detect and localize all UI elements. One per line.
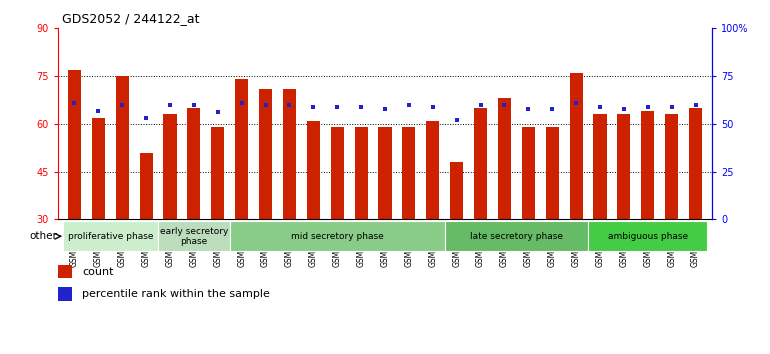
- Bar: [211, 127, 224, 219]
- Text: other: other: [29, 231, 57, 241]
- Bar: [498, 98, 511, 219]
- Text: ambiguous phase: ambiguous phase: [608, 232, 688, 241]
- Bar: [163, 114, 176, 219]
- Text: count: count: [82, 267, 113, 276]
- Bar: [665, 114, 678, 219]
- Bar: [402, 127, 416, 219]
- Bar: [427, 121, 440, 219]
- Bar: [474, 108, 487, 219]
- Bar: [354, 127, 368, 219]
- Bar: [259, 89, 272, 219]
- Bar: [283, 89, 296, 219]
- Bar: [522, 127, 535, 219]
- Bar: [58, 287, 72, 301]
- Text: late secretory phase: late secretory phase: [470, 232, 563, 241]
- Bar: [330, 127, 343, 219]
- Bar: [689, 108, 702, 219]
- Bar: [187, 108, 200, 219]
- Bar: [450, 162, 464, 219]
- Text: percentile rank within the sample: percentile rank within the sample: [82, 289, 270, 299]
- Bar: [594, 114, 607, 219]
- Bar: [306, 121, 320, 219]
- Text: mid secretory phase: mid secretory phase: [291, 232, 383, 241]
- Bar: [139, 153, 152, 219]
- Bar: [570, 73, 583, 219]
- Bar: [588, 221, 708, 251]
- Text: GDS2052 / 244122_at: GDS2052 / 244122_at: [62, 12, 199, 25]
- Bar: [641, 111, 654, 219]
- Bar: [229, 221, 445, 251]
- Text: proliferative phase: proliferative phase: [68, 232, 153, 241]
- Bar: [116, 76, 129, 219]
- Bar: [58, 265, 72, 278]
- Bar: [68, 70, 81, 219]
- Bar: [158, 221, 229, 251]
- Bar: [445, 221, 588, 251]
- Bar: [378, 127, 392, 219]
- Bar: [618, 114, 631, 219]
- Text: early secretory
phase: early secretory phase: [159, 227, 228, 246]
- Bar: [235, 79, 248, 219]
- Bar: [546, 127, 559, 219]
- Bar: [92, 118, 105, 219]
- Bar: [62, 221, 158, 251]
